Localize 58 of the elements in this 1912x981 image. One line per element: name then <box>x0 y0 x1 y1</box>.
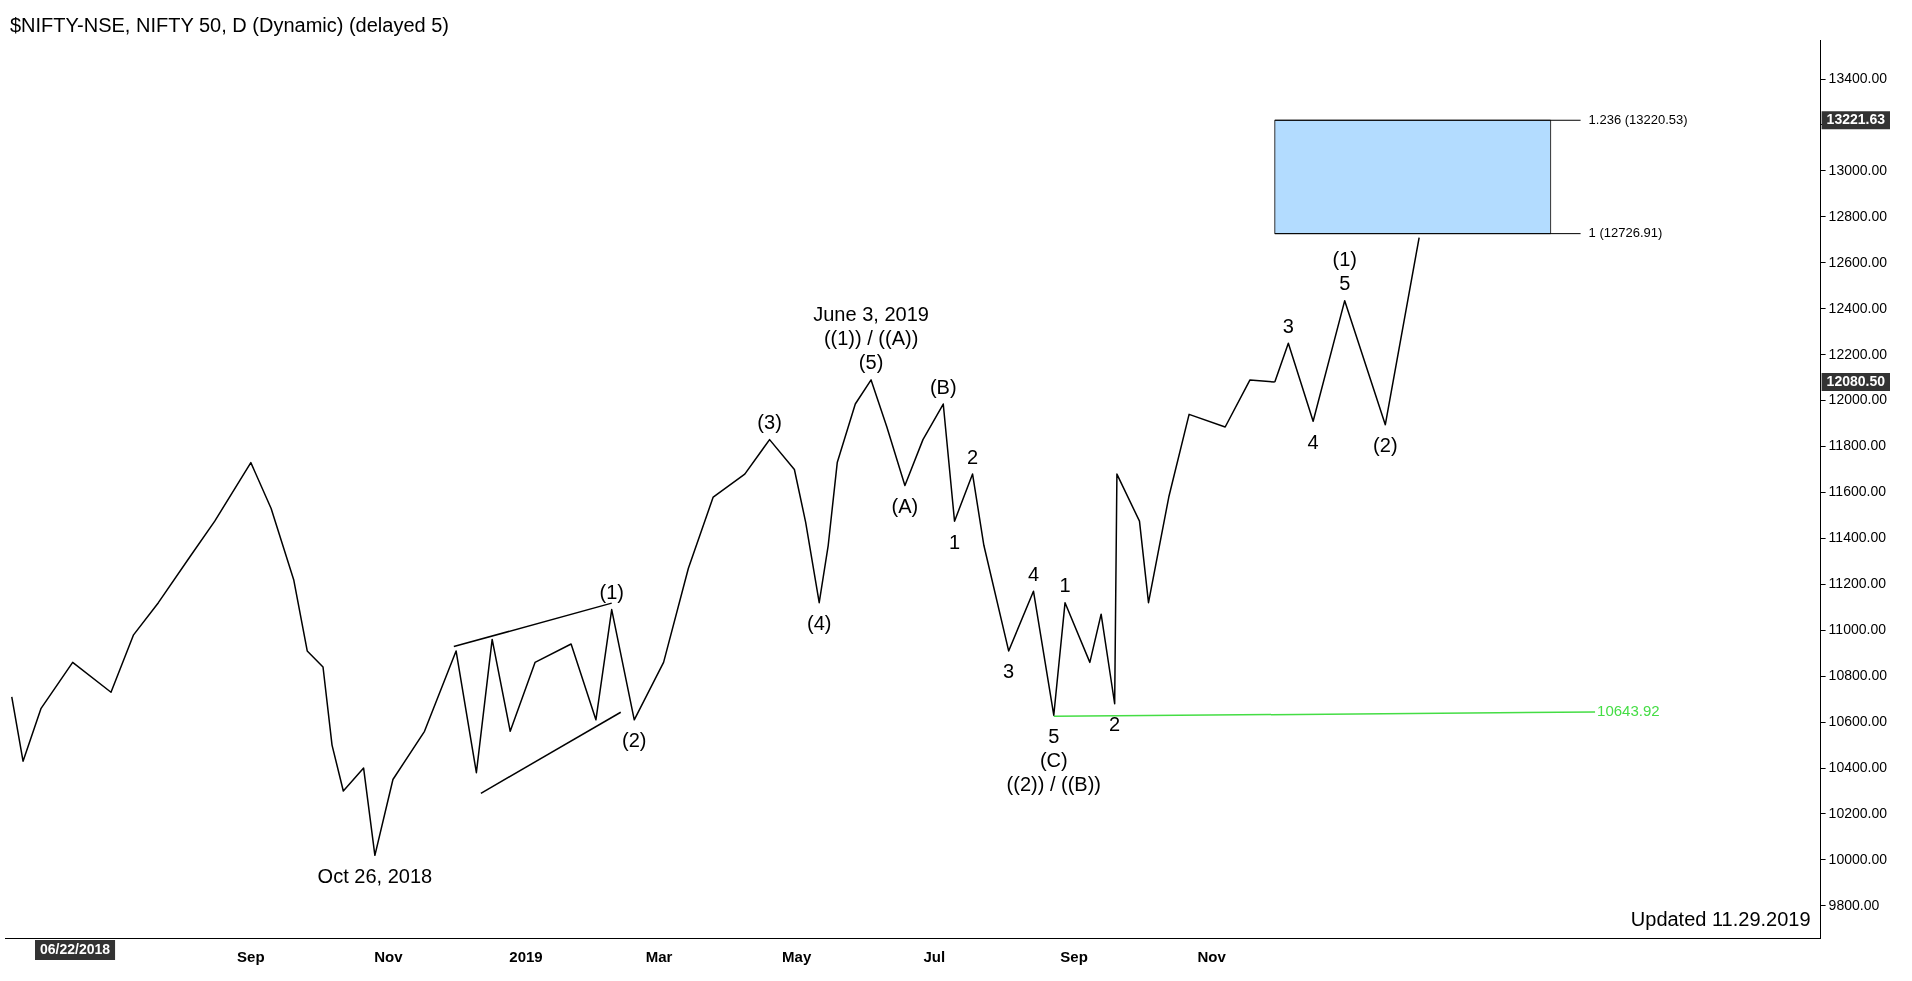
text: 06/22/2018 <box>40 940 111 957</box>
x-tick-label: Sep <box>237 948 265 966</box>
x-tick-label: Jul <box>923 948 946 966</box>
annotation: Oct 26, 2018 <box>317 864 433 887</box>
annotation: (1) <box>1332 248 1357 271</box>
annotation: June 3, 2019 <box>813 303 929 326</box>
annotation: (4) <box>806 612 832 635</box>
y-tick-label: 12000.00 <box>1828 391 1888 408</box>
y-tick-label: 11400.00 <box>1828 529 1887 546</box>
y-tick-label: 13400.00 <box>1828 69 1888 86</box>
series-label: 10643.92 <box>1597 702 1660 720</box>
annotation: 3 <box>1003 660 1015 683</box>
y-tick-label: 12200.00 <box>1828 345 1888 362</box>
annotation: (5) <box>858 351 884 374</box>
y-tick-label: 10000.00 <box>1828 850 1888 867</box>
y-tick-label: 11600.00 <box>1828 483 1887 500</box>
y-tick-label: 12800.00 <box>1828 207 1888 224</box>
x-tick-label: 2019 <box>509 948 543 966</box>
annotation: (2) <box>1373 434 1398 457</box>
annotation: ((2)) / ((B)) <box>1006 772 1101 795</box>
y-tick-label: 11800.00 <box>1828 437 1887 454</box>
annotation: 4 <box>1307 430 1319 453</box>
annotation: (1) <box>599 581 624 604</box>
x-tick-label: Nov <box>374 948 404 966</box>
ref-line-label: 1 (12726.91) <box>1588 225 1663 241</box>
annotation: (B) <box>929 375 957 398</box>
y-tick-label: 12600.00 <box>1828 253 1888 270</box>
y-tick-label: 10200.00 <box>1828 804 1888 821</box>
annotation: (A) <box>891 495 919 518</box>
annotation: 5 <box>1048 724 1060 747</box>
text: 12080.50 <box>1826 372 1886 389</box>
y-tick-label: 10800.00 <box>1828 667 1888 684</box>
y-tick-label: 12400.00 <box>1828 299 1888 316</box>
x-tick-label: Sep <box>1060 948 1088 966</box>
annotation: 2 <box>1109 713 1121 736</box>
y-tick-label: 11200.00 <box>1828 575 1887 592</box>
y-tick-label: 9800.00 <box>1828 896 1880 913</box>
x-tick-label: Nov <box>1197 948 1227 966</box>
annotation: ((1)) / ((A)) <box>823 327 919 350</box>
y-tick-label: 10600.00 <box>1828 712 1888 729</box>
annotation: 4 <box>1027 562 1040 585</box>
x-tick-label: May <box>782 948 812 966</box>
annotation: 2 <box>967 445 979 468</box>
y-tick-label: 10400.00 <box>1828 758 1888 775</box>
chart-title: $NIFTY-NSE, NIFTY 50, D (Dynamic) (delayed 5) <box>10 14 450 37</box>
x-tick-label: Mar <box>645 948 673 966</box>
annotation: (2) <box>622 729 647 752</box>
annotation: 1 <box>948 530 961 553</box>
y-tick-label: 11000.00 <box>1828 621 1887 638</box>
text: 13221.63 <box>1826 111 1886 128</box>
annotation: Updated 11.29.2019 <box>1630 907 1811 930</box>
annotation: 5 <box>1339 272 1351 295</box>
annotation: 3 <box>1282 314 1294 337</box>
ref-line-label: 1.236 (13220.53) <box>1588 111 1688 127</box>
annotation: (C) <box>1039 748 1068 771</box>
y-tick-label: 13000.00 <box>1828 161 1888 178</box>
annotation: (3) <box>757 411 782 434</box>
annotation: 1 <box>1059 574 1071 597</box>
